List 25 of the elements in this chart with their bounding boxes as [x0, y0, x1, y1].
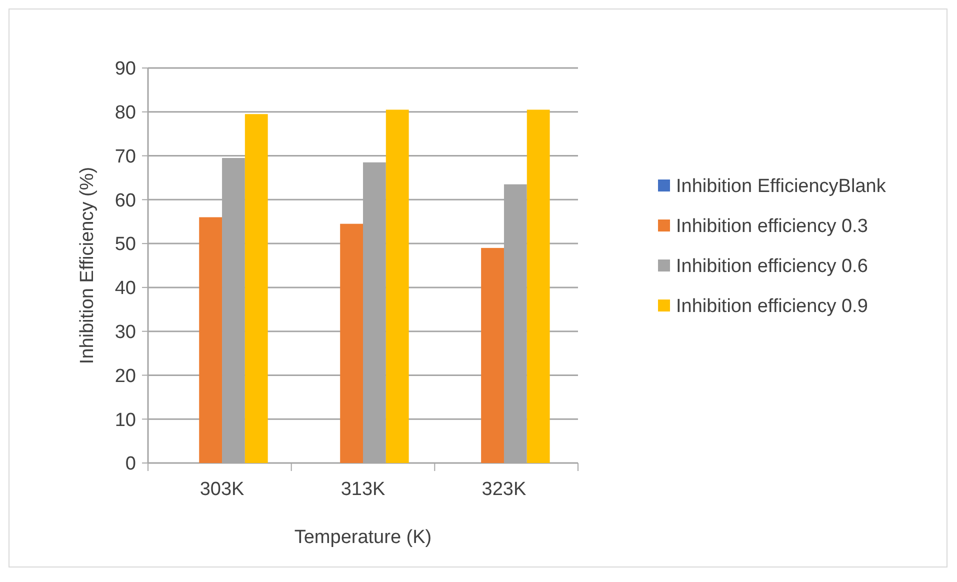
- legend-label: Inhibition efficiency 0.6: [676, 256, 868, 278]
- y-tick-label: 60: [114, 190, 136, 212]
- bar: [199, 217, 222, 463]
- legend-label: Inhibition EfficiencyBlank: [676, 176, 886, 198]
- x-tick-label: 303K: [200, 479, 245, 500]
- legend-label: Inhibition efficiency 0.9: [676, 296, 868, 318]
- y-tick-label: 0: [125, 454, 136, 475]
- y-tick-label: 70: [114, 146, 136, 168]
- bar: [340, 224, 363, 463]
- x-tick-label: 313K: [340, 479, 386, 500]
- x-tick-label: 323K: [482, 479, 526, 500]
- x-axis-title: Temperature (K): [294, 527, 432, 548]
- y-tick-label: 20: [114, 366, 136, 387]
- bar: [481, 248, 504, 463]
- bar: [526, 110, 550, 463]
- y-axis-title: Inhibition Efficiency (%): [77, 166, 98, 364]
- bar: [244, 114, 268, 463]
- y-tick-label: 10: [114, 410, 136, 431]
- y-tick-label: 80: [114, 102, 136, 124]
- legend-label: Inhibition efficiency 0.3: [676, 216, 868, 238]
- y-tick-label: 50: [114, 234, 136, 256]
- y-tick-label: 30: [114, 322, 136, 343]
- bar: [386, 110, 409, 463]
- y-tick-label: 40: [114, 278, 136, 300]
- y-tick-label: 90: [114, 58, 136, 80]
